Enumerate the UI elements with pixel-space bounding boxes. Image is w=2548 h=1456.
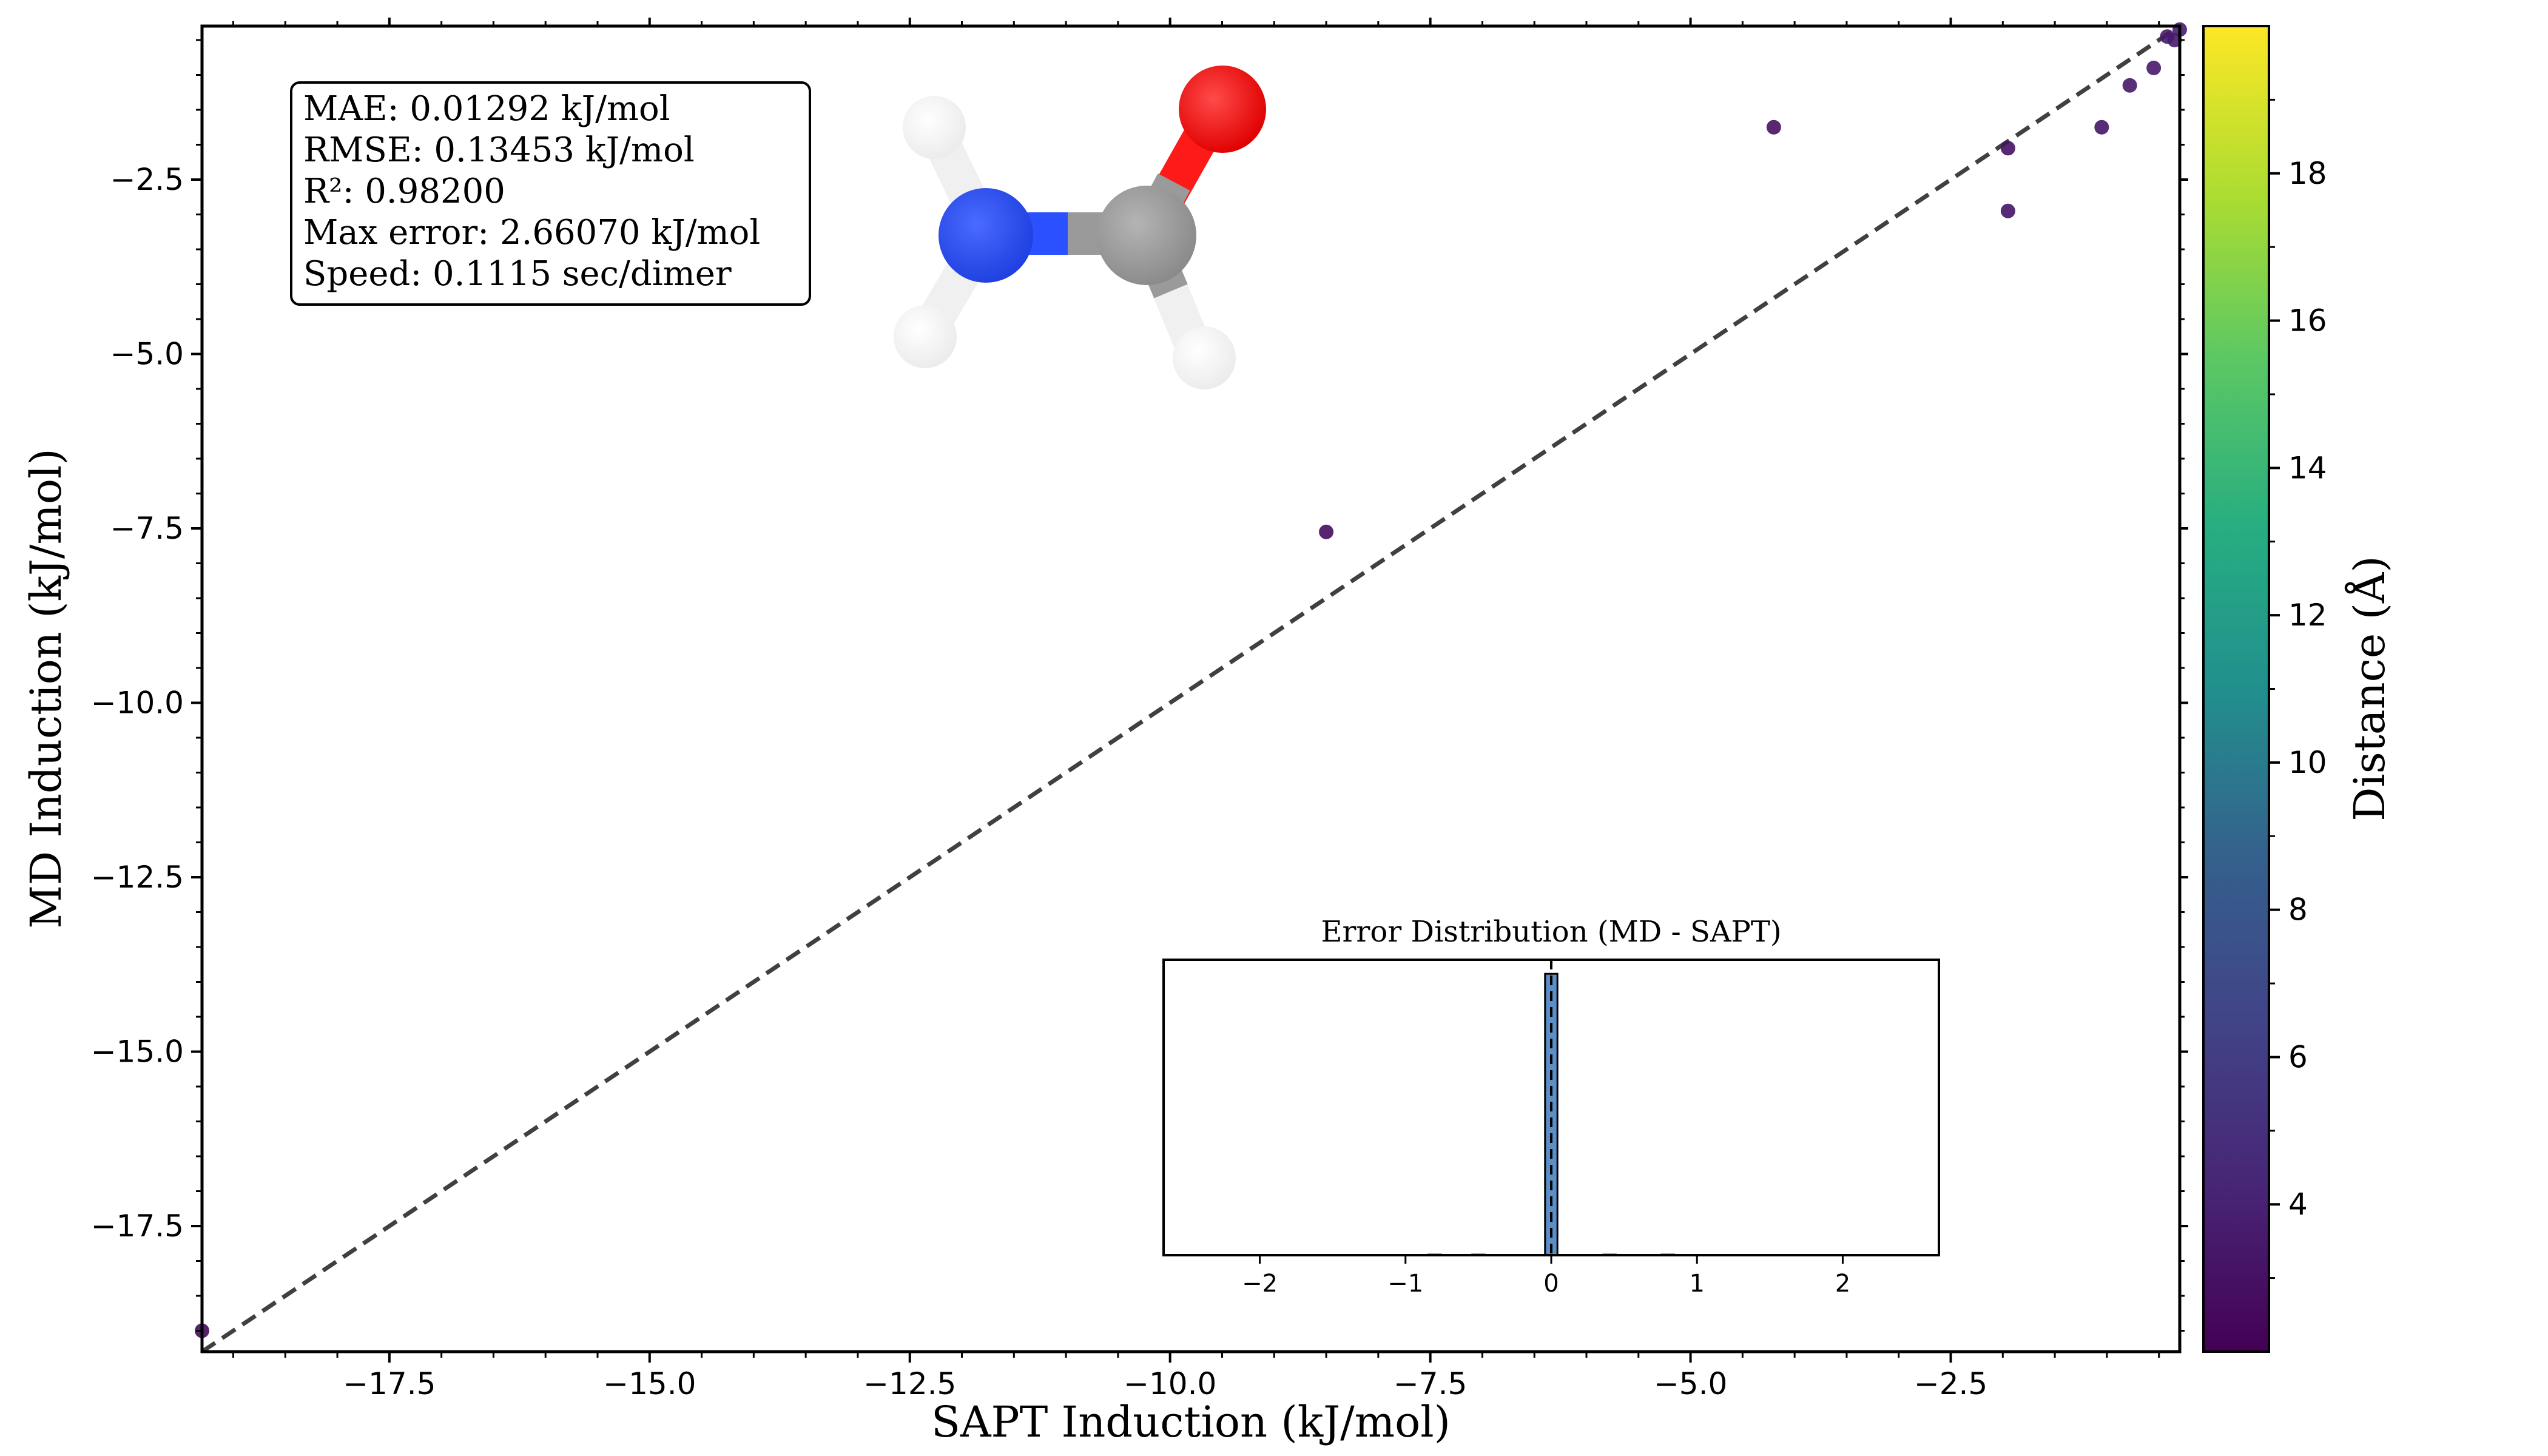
colorbar-tick-label: 16 [2288,303,2327,339]
x-tick-label: −5.0 [1654,1366,1727,1401]
y-tick-label: −15.0 [91,1034,184,1070]
error-histogram-inset: −2 −1 0 1 2 Error Distribution (MD - SAPT) [1162,915,1940,1298]
colorbar-ticks: 4 6 8 10 12 14 16 18 [2269,98,2327,1279]
colorbar-tick-label: 14 [2288,450,2327,485]
data-point [2094,120,2109,135]
carbon-atom-icon [1097,186,1196,285]
x-tick-label: −7.5 [1394,1366,1467,1401]
histogram-tick-label: −1 [1387,1270,1423,1298]
colorbar-gradient [2203,26,2269,1352]
colorbar-tick-label: 6 [2288,1039,2308,1074]
stats-box: MAE: 0.01292 kJ/mol RMSE: 0.13453 kJ/mol… [290,81,811,306]
data-point [1766,120,1781,135]
stat-r2: R²: 0.98200 [303,172,505,211]
colorbar-tick-label: 10 [2288,745,2327,780]
histogram-tick-label: 2 [1835,1270,1850,1298]
histogram-x-ticks: −2 −1 0 1 2 [1242,1255,1850,1298]
reference-line-group [201,24,2181,1353]
nitrogen-atom-icon [939,188,1033,283]
stat-mae: MAE: 0.01292 kJ/mol [303,89,670,129]
x-tick-label: −2.5 [1914,1366,1987,1401]
data-point [2000,141,2015,156]
x-tick-label: −12.5 [863,1366,956,1401]
colorbar-tick-label: 4 [2288,1187,2308,1222]
stats-box-frame [290,81,811,306]
colorbar-tick-label: 8 [2288,892,2308,928]
x-axis-ticks: −17.5 −15.0 −12.5 −10.0 −7.5 −5.0 −2.5 [232,18,2160,1401]
hydrogen-atom-icon [1173,326,1236,389]
formamide-molecule-icon [894,66,1266,389]
colorbar-tick-label: 18 [2288,156,2327,191]
hydrogen-atom-icon [894,305,957,368]
y-tick-label: −10.0 [91,686,184,721]
stat-speed: Speed: 0.1115 sec/dimer [303,254,732,294]
y-tick-label: −2.5 [110,162,184,197]
stat-rmse: RMSE: 0.13453 kJ/mol [303,130,695,170]
data-point [2122,78,2137,93]
histogram-tick-label: 0 [1543,1270,1559,1298]
x-axis-label: SAPT Induction (kJ/mol) [931,1397,1451,1447]
histogram-tick-label: 1 [1689,1270,1704,1298]
colorbar-tick-label: 12 [2288,598,2327,633]
stat-max-error: Max error: 2.66070 kJ/mol [303,213,760,252]
y-tick-label: −17.5 [91,1208,184,1244]
data-point [2000,203,2015,218]
y-axis-label: MD Induction (kJ/mol) [21,448,71,928]
y-tick-label: −7.5 [110,511,184,546]
x-tick-label: −17.5 [343,1366,436,1401]
y-tick-label: −5.0 [110,337,184,372]
colorbar-label: Distance (Å) [2345,556,2395,821]
scatter-plot-area: −17.5 −15.0 −12.5 −10.0 −7.5 −5.0 −2.5 −17.5−1… [91,18,2188,1401]
y-tick-label: −12.5 [91,860,184,895]
colorbar: 4 6 8 10 12 14 16 18 Distance (Å) [2202,25,2395,1353]
x-tick-label: −10.0 [1124,1366,1216,1401]
data-point [2146,61,2162,75]
x-tick-label: −15.0 [603,1366,696,1401]
histogram-tick-label: −2 [1242,1270,1278,1298]
hydrogen-atom-icon [903,96,966,159]
oxygen-atom-icon [1179,66,1266,153]
histogram-title: Error Distribution (MD - SAPT) [1321,915,1781,949]
data-point [1319,524,1334,539]
y-axis-ticks: −17.5 −15.0 −12.5 −10.0 −7.5 −5.0 −2.5 [91,39,2188,1332]
plot-frame [200,24,2182,1353]
reference-line [201,24,2181,1353]
